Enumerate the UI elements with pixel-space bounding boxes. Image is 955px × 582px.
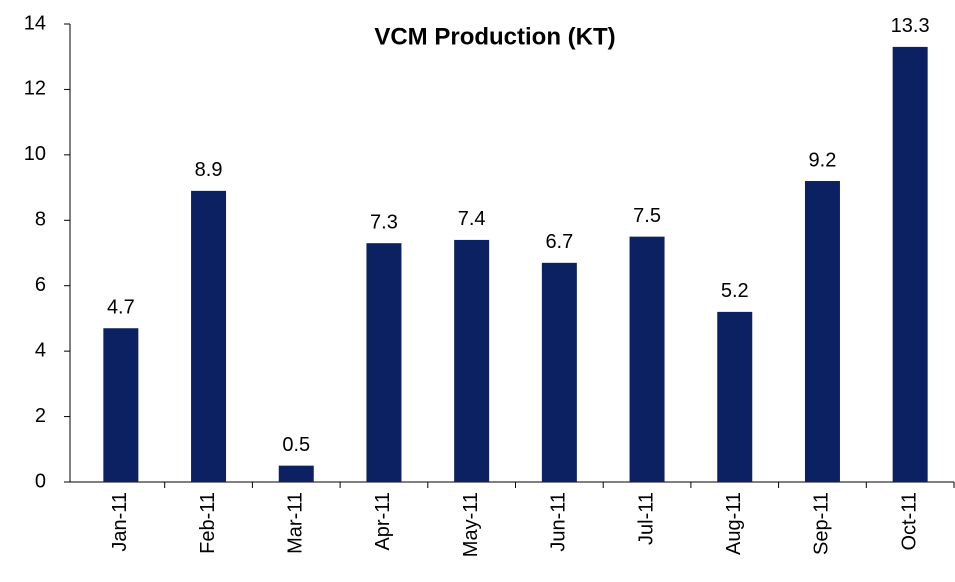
chart-title: VCM Production (KT): [374, 23, 615, 50]
value-label: 9.2: [809, 149, 837, 171]
bar: [629, 236, 665, 482]
bar: [541, 262, 577, 482]
x-tick-label: Mar-11: [285, 492, 307, 554]
x-tick-label: May-11: [460, 492, 482, 557]
y-tick-label: 14: [24, 12, 46, 34]
x-tick-label: Jun-11: [548, 492, 570, 552]
bar: [804, 181, 840, 482]
value-label: 6.7: [545, 231, 573, 253]
value-label: 8.9: [195, 159, 223, 181]
y-tick-label: 0: [35, 470, 46, 492]
x-tick-label: Jul-11: [635, 492, 657, 545]
x-tick-label: Apr-11: [372, 492, 394, 551]
bar: [278, 465, 314, 482]
x-tick-label: Oct-11: [898, 492, 920, 551]
value-label: 4.7: [107, 297, 135, 319]
value-label: 0.5: [282, 434, 310, 456]
y-tick-label: 10: [24, 143, 46, 165]
value-label: 5.2: [721, 280, 749, 302]
y-tick-label: 12: [24, 78, 46, 100]
y-tick-label: 8: [35, 209, 46, 231]
bar: [103, 328, 139, 482]
bar: [366, 243, 402, 482]
value-label: 7.3: [370, 211, 398, 233]
value-label: 7.5: [633, 205, 661, 227]
x-tick-label: Feb-11: [197, 492, 219, 554]
y-tick-label: 2: [35, 405, 46, 427]
y-tick-label: 6: [35, 274, 46, 296]
bar: [454, 239, 490, 482]
x-tick-label: Aug-11: [723, 492, 745, 555]
y-tick-label: 4: [35, 339, 46, 361]
value-label: 13.3: [891, 15, 930, 37]
value-label: 7.4: [458, 208, 486, 230]
bar: [191, 190, 227, 483]
bar: [892, 46, 928, 483]
x-tick-label: Jan-11: [109, 492, 131, 552]
bar: [717, 311, 753, 482]
x-tick-label: Sep-11: [811, 492, 833, 555]
